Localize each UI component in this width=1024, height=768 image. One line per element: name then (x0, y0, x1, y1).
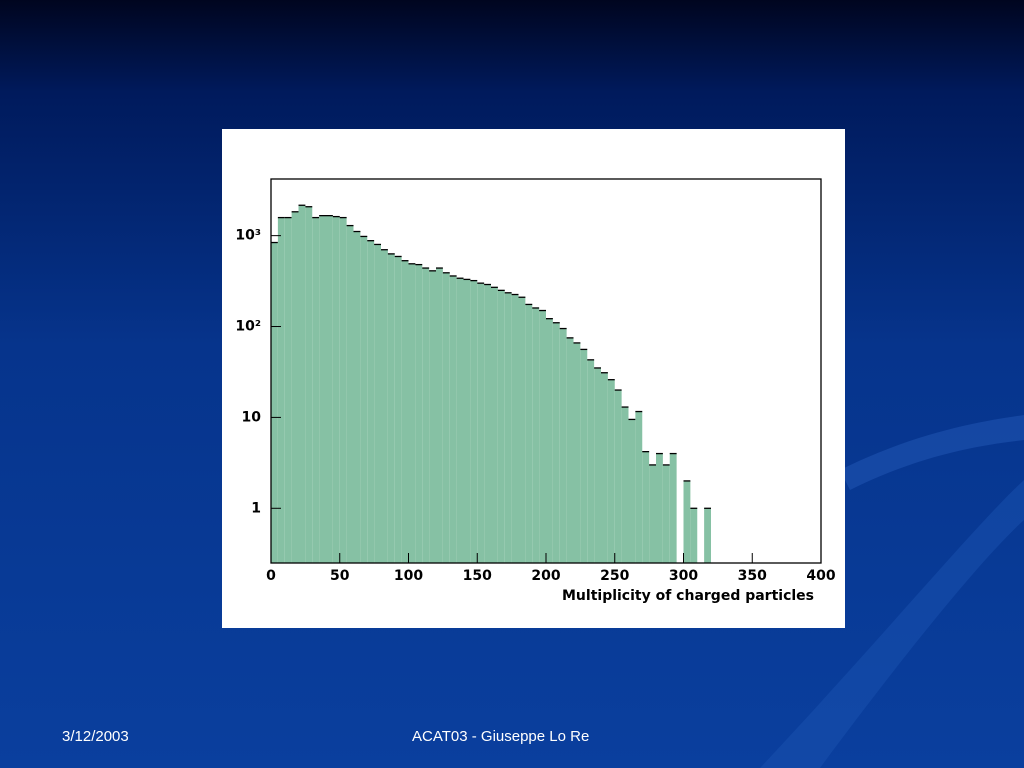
bar (525, 304, 533, 563)
bar (477, 283, 485, 563)
bar (319, 215, 326, 563)
x-tick-label: 300 (669, 568, 698, 584)
x-tick-label: 100 (394, 568, 423, 584)
bar (367, 240, 375, 563)
x-tick-label: 350 (738, 568, 767, 584)
x-tick-label: 50 (330, 568, 350, 584)
bar (339, 217, 347, 563)
bar (497, 290, 505, 563)
bar (690, 508, 698, 563)
bar (573, 342, 581, 563)
x-tick-label: 0 (266, 568, 276, 584)
bar (291, 211, 299, 563)
bar (601, 372, 608, 563)
bar (635, 411, 643, 563)
bar (587, 359, 595, 563)
bar (401, 260, 409, 563)
bar (683, 480, 691, 563)
x-tick-label: 250 (600, 568, 629, 584)
bar (429, 270, 436, 563)
y-tick-label: 10² (235, 319, 261, 335)
y-tick-label: 10³ (235, 228, 261, 244)
bar (559, 328, 567, 563)
bar (662, 464, 670, 563)
bar (614, 390, 622, 563)
bar (539, 310, 546, 563)
bar (332, 216, 340, 563)
bar (470, 280, 478, 563)
bar (353, 231, 361, 564)
x-tick-label: 400 (806, 568, 835, 584)
bar (394, 256, 402, 563)
bar (642, 451, 650, 563)
bar (511, 294, 519, 563)
bar (387, 253, 395, 564)
bar (463, 279, 471, 563)
bar (346, 225, 354, 563)
swoosh (840, 415, 1024, 490)
bar (532, 307, 540, 563)
bar (552, 322, 560, 563)
bar (546, 318, 553, 563)
bar (436, 268, 443, 563)
y-tick-label: 10 (242, 409, 262, 425)
bar (594, 367, 601, 563)
bar (271, 242, 278, 563)
bar (621, 407, 629, 563)
bar (491, 287, 498, 563)
bar (704, 508, 711, 563)
bar (277, 217, 285, 563)
bar (326, 215, 333, 563)
bar (381, 249, 388, 563)
x-axis-label: Multiplicity of charged particles (562, 588, 814, 604)
bar (504, 292, 512, 563)
bar (312, 217, 320, 563)
bar (408, 263, 416, 563)
footer-text: ACAT03 - Giuseppe Lo Re (412, 728, 590, 745)
bar (415, 264, 423, 563)
bar (566, 337, 574, 563)
bar (298, 205, 306, 563)
bar (284, 217, 292, 563)
bar (656, 453, 663, 563)
x-tick-label: 200 (531, 568, 560, 584)
bar (607, 379, 615, 563)
bar (580, 349, 588, 563)
swoosh (760, 480, 1024, 768)
bar (360, 236, 368, 564)
bar (518, 297, 526, 563)
bar (449, 275, 457, 563)
bar (442, 272, 450, 563)
x-tick-label: 150 (463, 568, 492, 584)
bar (422, 268, 430, 563)
bar (649, 464, 656, 563)
y-tick-label: 1 (251, 500, 261, 516)
bar (628, 419, 636, 563)
bar (374, 244, 381, 564)
footer-date: 3/12/2003 (62, 728, 129, 745)
bar (484, 284, 491, 563)
bar (456, 278, 464, 563)
bar (669, 453, 677, 563)
bar (305, 206, 313, 563)
